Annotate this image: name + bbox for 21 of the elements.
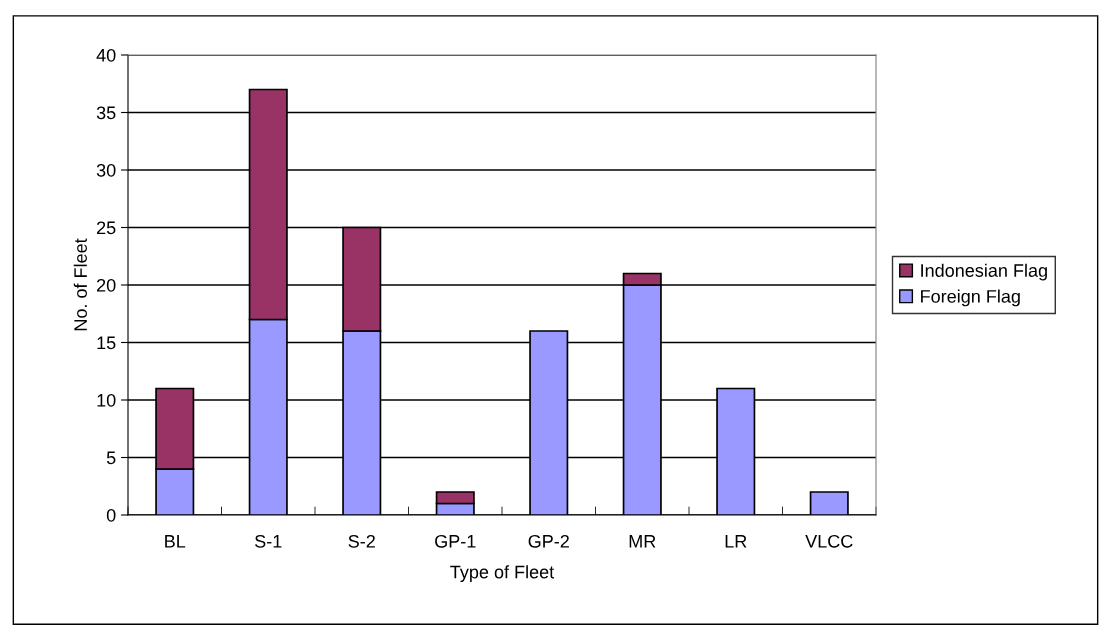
y-tick-label: 30 (96, 163, 116, 177)
x-tick-label: BL (165, 535, 186, 548)
y-tick-label: 40 (96, 48, 116, 62)
x-tick-label: LR (725, 535, 747, 548)
y-tick-label: 15 (97, 336, 116, 350)
y-tick-label: 0 (106, 508, 116, 522)
x-tick-label: GP-2 (528, 534, 569, 548)
y-tick-label: 5 (106, 451, 116, 465)
x-tick-label: S-1 (255, 534, 282, 548)
y-tick-label: 35 (96, 106, 116, 120)
y-axis-title: No. of Fleet (73, 238, 87, 331)
x-axis-title: Type of Fleet (450, 565, 555, 582)
y-tick-label: 20 (97, 278, 116, 292)
x-tick-label: MR (629, 535, 656, 548)
y-tick-label: 10 (97, 393, 116, 407)
x-tick-label: GP-1 (435, 534, 476, 548)
x-tick-label: S-2 (348, 534, 375, 548)
legend-label: Indonesian Flag (921, 263, 1047, 281)
x-tick-label: VLCC (805, 534, 853, 548)
legend-label: Foreign Flag (921, 289, 1020, 307)
y-tick-label: 25 (97, 221, 116, 235)
